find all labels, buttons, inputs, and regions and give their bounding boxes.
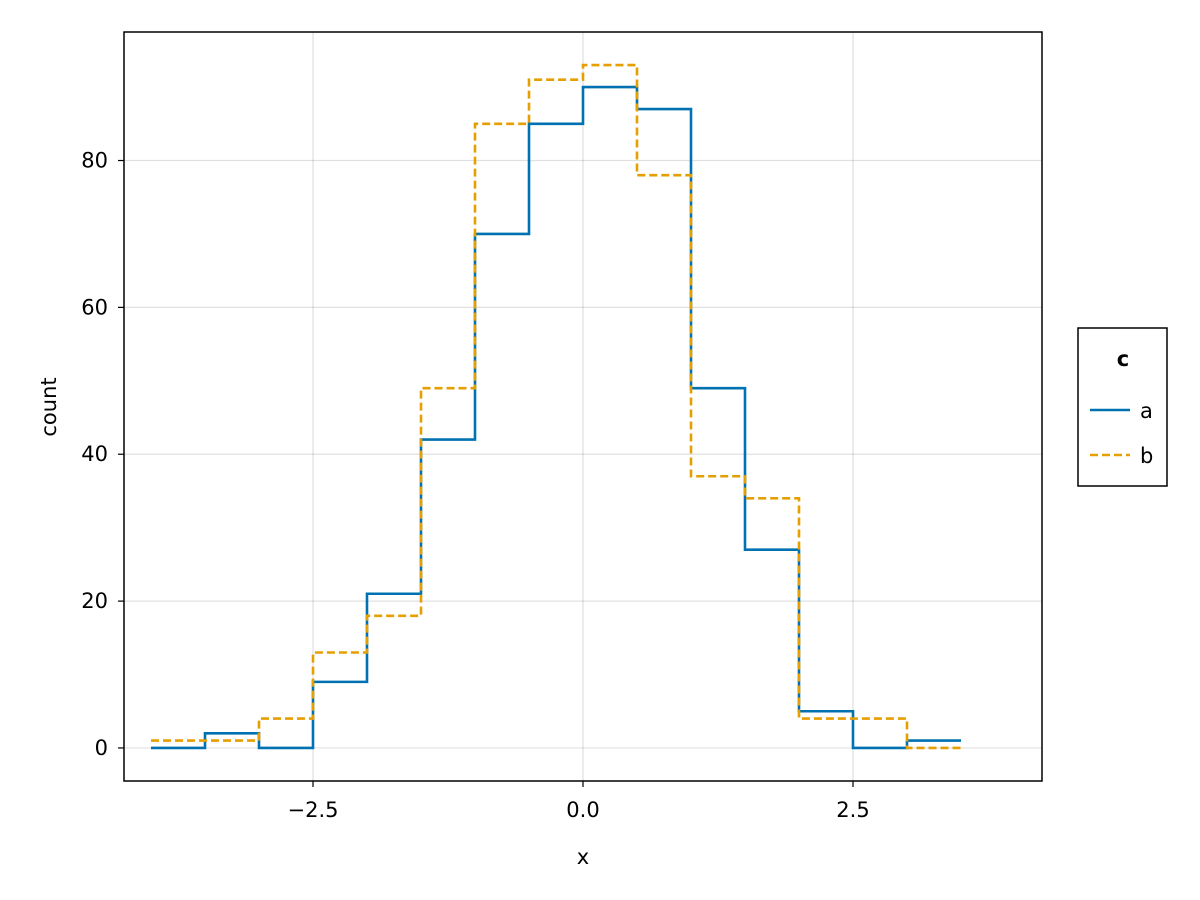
y-tick-label: 80 — [81, 149, 108, 173]
y-tick-label: 60 — [81, 295, 108, 319]
y-tick-label: 20 — [81, 589, 108, 613]
x-axis-ticks: −2.5 0.0 2.5 — [288, 781, 870, 822]
legend-items: ab — [1090, 399, 1153, 468]
legend: c ab — [1077, 327, 1168, 487]
series-a-line — [151, 85, 961, 750]
y-axis-ticks: 0 20 40 60 80 — [81, 149, 124, 760]
x-tick-label: 0.0 — [566, 798, 599, 822]
series-lines — [151, 63, 961, 750]
legend-box — [1077, 327, 1168, 487]
y-axis-label: count — [37, 377, 61, 436]
legend-title: c — [1117, 347, 1129, 371]
x-tick-label: 2.5 — [836, 798, 869, 822]
x-axis-label: x — [577, 845, 589, 869]
series-a-group — [151, 85, 961, 750]
y-tick-label: 0 — [95, 736, 108, 760]
x-tick-label: −2.5 — [288, 798, 339, 822]
y-tick-label: 40 — [81, 442, 108, 466]
series-b-group — [151, 63, 961, 750]
series-b-line — [151, 63, 961, 750]
legend-label-b: b — [1140, 444, 1153, 468]
legend-label-a: a — [1140, 399, 1153, 423]
